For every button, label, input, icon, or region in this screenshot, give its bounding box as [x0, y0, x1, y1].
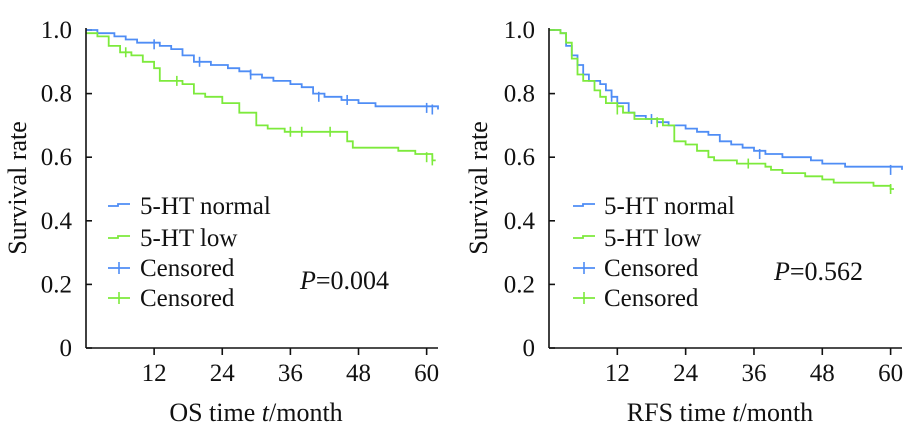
rfs-x-tick-label: 24	[673, 360, 699, 387]
rfs-low-survival-line	[549, 29, 894, 190]
os-p-value: P=0.004	[299, 266, 389, 295]
rfs-legend: 5-HT normal 5-HT low Censored Censored	[573, 193, 735, 312]
os-y-tick-label: 0.2	[41, 271, 72, 298]
os-legend-swatch-low	[108, 235, 130, 239]
rfs-x-axis-label: RFS time t/month	[627, 398, 813, 427]
os-x-tick-label: 36	[278, 360, 303, 387]
os-legend-item-censored-low: Censored	[108, 285, 235, 312]
os-x-tick-label: 60	[414, 360, 439, 387]
os-x-ticks: 12 24 36 48 60	[142, 348, 439, 387]
os-y-ticks: 0 0.2 0.4 0.6 0.8 1.0	[41, 17, 92, 362]
rfs-legend-label-low: 5-HT low	[604, 225, 701, 252]
rfs-y-tick-label: 0.2	[504, 271, 535, 298]
rfs-x-axis-label-pre: RFS time	[627, 398, 732, 427]
os-x-axis-label-var: t	[262, 398, 270, 427]
os-legend: 5-HT normal 5-HT low Censored Censored	[108, 193, 271, 312]
os-y-axis-label: Survival rate	[3, 121, 32, 255]
rfs-legend-swatch-normal	[573, 203, 595, 207]
os-legend-item-low: 5-HT low	[108, 225, 237, 252]
rfs-legend-swatch-low	[573, 235, 595, 239]
rfs-y-tick-label: 0.8	[504, 81, 535, 108]
os-x-tick-label: 24	[210, 360, 236, 387]
rfs-y-tick-label: 0	[523, 335, 536, 362]
os-y-tick-label: 1.0	[41, 17, 72, 44]
rfs-p-symbol: P	[773, 257, 790, 286]
rfs-y-ticks: 0 0.2 0.4 0.6 0.8 1.0	[504, 17, 555, 362]
rfs-y-axis-label: Survival rate	[464, 121, 493, 255]
rfs-legend-item-normal: 5-HT normal	[573, 193, 735, 220]
rfs-x-axis-label-var: t	[732, 398, 740, 427]
rfs-x-ticks: 12 24 36 48 60	[605, 348, 903, 387]
os-survival-chart: Survival rate 0 0.2 0.4 0.6 0.8 1.0 12 24 36 48 6…	[3, 17, 439, 427]
os-low-survival-line	[86, 32, 436, 162]
os-series	[86, 29, 439, 166]
os-legend-item-normal: 5-HT normal	[108, 193, 271, 220]
rfs-legend-item-censored-normal: Censored	[573, 255, 699, 282]
os-legend-label-censored-normal: Censored	[140, 255, 235, 282]
rfs-y-tick-label: 1.0	[504, 17, 535, 44]
rfs-p-number: =0.562	[790, 257, 863, 286]
os-x-tick-label: 12	[142, 360, 167, 387]
os-x-axis-label-post: /month	[269, 398, 343, 427]
os-legend-label-normal: 5-HT normal	[140, 193, 271, 220]
os-p-symbol: P	[299, 266, 316, 295]
rfs-x-tick-label: 60	[878, 360, 903, 387]
os-y-tick-label: 0	[60, 335, 73, 362]
os-legend-label-low: 5-HT low	[140, 225, 237, 252]
rfs-legend-label-censored-low: Censored	[604, 285, 699, 312]
os-legend-label-censored-low: Censored	[140, 285, 235, 312]
os-y-tick-label: 0.6	[41, 144, 72, 171]
rfs-x-axis-label-post: /month	[740, 398, 814, 427]
rfs-x-tick-label: 36	[741, 360, 766, 387]
rfs-legend-label-censored-normal: Censored	[604, 255, 699, 282]
rfs-legend-item-low: 5-HT low	[573, 225, 701, 252]
rfs-legend-label-normal: 5-HT normal	[604, 193, 735, 220]
rfs-series	[549, 29, 903, 194]
os-normal-survival-line	[86, 29, 439, 110]
os-y-tick-label: 0.8	[41, 81, 72, 108]
rfs-y-tick-label: 0.6	[504, 144, 535, 171]
os-legend-item-censored-normal: Censored	[108, 255, 235, 282]
os-x-axis-label-pre: OS time	[169, 398, 261, 427]
rfs-survival-chart: Survival rate 0 0.2 0.4 0.6 0.8 1.0 12 24 36 48 6…	[464, 17, 903, 427]
rfs-y-tick-label: 0.4	[504, 208, 536, 235]
os-x-axis-label: OS time t/month	[169, 398, 342, 427]
os-legend-swatch-normal	[108, 203, 130, 207]
rfs-x-tick-label: 48	[810, 360, 835, 387]
rfs-p-value: P=0.562	[773, 257, 863, 286]
rfs-x-tick-label: 12	[605, 360, 630, 387]
os-p-number: =0.004	[316, 266, 389, 295]
os-x-tick-label: 48	[346, 360, 371, 387]
rfs-legend-item-censored-low: Censored	[573, 285, 699, 312]
os-y-tick-label: 0.4	[41, 208, 73, 235]
